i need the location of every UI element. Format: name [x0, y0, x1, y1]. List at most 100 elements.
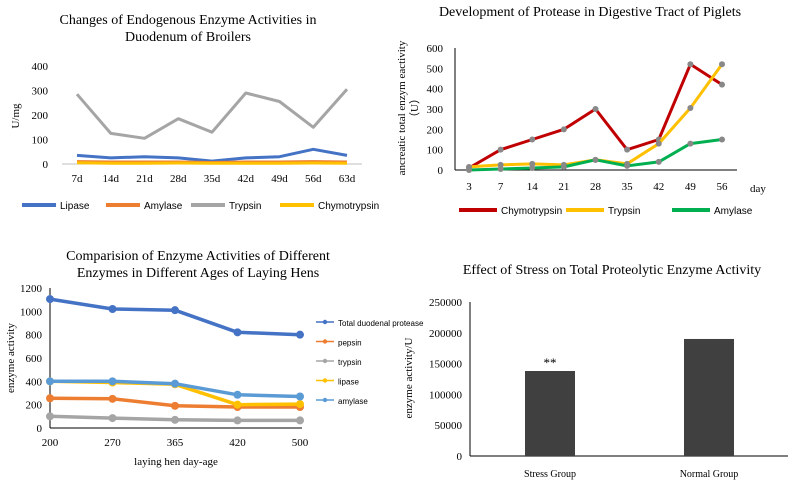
c4-y-tick-0: 0	[457, 451, 463, 463]
c2-y-tick-600: 600	[427, 43, 444, 55]
chart-piglet-protease: Development of Protease in Digestive Tra…	[396, 5, 766, 217]
chart2-y-ticks: 0 100 200 300 400 500 600	[427, 43, 444, 177]
c3-legend-label-trypsin: trypsin	[338, 358, 362, 367]
c3-legend-label-lipase: lipase	[338, 378, 359, 387]
chart3-y-ticks: 0 200 400 600 800 1000 1200	[20, 283, 43, 435]
c3-legend-marker-total-duodenal-protease	[322, 319, 328, 325]
c3-point-total-duodenal-protease-1	[108, 305, 117, 313]
c4-bar-normal-group	[684, 338, 734, 456]
c2-point-amylase-7	[687, 140, 694, 147]
c3-point-amylase-2	[171, 379, 179, 388]
c2-y-tick-400: 400	[427, 84, 444, 96]
c1-x-tick-63d: 63d	[339, 173, 356, 185]
c1-x-tick-14d: 14d	[103, 173, 120, 185]
chart2-series	[466, 61, 725, 173]
chart1-x-ticks: 7d 14d 21d 28d 35d 42d 49d 56d 63d	[72, 173, 356, 185]
c2-point-amylase-0	[466, 167, 472, 173]
c2-legend-label-chymotrypsin: Chymotrypsin	[501, 206, 562, 217]
chart-laying-hens: Comparision of Enzyme Activities of Diff…	[5, 249, 424, 468]
c2-point-chymotrypsin-3	[560, 126, 567, 133]
c2-x-tick-21: 21	[558, 181, 569, 193]
c1-legend-label-amylase: Amylase	[144, 201, 183, 212]
c3-point-amylase-4	[296, 392, 304, 401]
c3-legend-marker-lipase	[322, 378, 328, 383]
c2-legend-label-amylase: Amylase	[714, 206, 753, 217]
c3-x-tick-365: 365	[167, 437, 184, 449]
c2-x-tick-14: 14	[527, 181, 539, 193]
c3-legend-label-pepsin: pepsin	[338, 339, 362, 348]
chart3-legend: Total duodenal protease pepsin trypsin lipa…	[316, 319, 424, 406]
c1-x-tick-21d: 21d	[136, 173, 153, 185]
chart4-y-axis-label: enzyme activity/U	[403, 337, 415, 418]
c3-x-tick-420: 420	[229, 437, 246, 449]
chart1-title-line1: Changes of Endogenous Enzyme Activities …	[59, 13, 316, 28]
c2-y-tick-100: 100	[427, 145, 444, 157]
chart1-series	[75, 88, 349, 165]
c3-point-total-duodenal-protease-3	[233, 328, 242, 337]
c2-x-tick-3: 3	[466, 181, 472, 193]
c3-legend-marker-pepsin	[322, 339, 328, 344]
c3-legend-label-amylase: amylase	[338, 397, 368, 406]
chart4-y-ticks: 0 50000 100000 150000 200000 250000	[429, 297, 463, 463]
c3-y-tick-400: 400	[26, 376, 43, 388]
c3-point-total-duodenal-protease-0	[46, 295, 54, 304]
chart1-title-line2: Duodenum of Broilers	[125, 30, 251, 45]
chart2-title: Development of Protease in Digestive Tra…	[439, 5, 741, 20]
c1-legend-label-trypsin: Trypsin	[229, 201, 261, 212]
c4-annotation-stress-group: **	[544, 355, 557, 370]
c2-legend-label-trypsin: Trypsin	[608, 206, 640, 217]
chart1-y-ticks: 0 100 200 300 400	[32, 61, 49, 171]
c1-x-tick-28d: 28d	[170, 173, 187, 185]
c3-y-tick-600: 600	[26, 353, 43, 365]
c3-point-amylase-0	[46, 377, 54, 386]
c1-x-tick-56d: 56d	[305, 173, 322, 185]
c3-y-tick-200: 200	[26, 400, 43, 412]
c2-point-amylase-1	[497, 165, 504, 172]
c3-point-trypsin-2	[171, 415, 179, 424]
chart4-x-ticks: Stress Group Normal Group	[524, 469, 738, 480]
c1-x-tick-49d: 49d	[271, 173, 288, 185]
chart2-y-axis-label-line1: ancreatic total enzym eactivity	[396, 40, 408, 175]
chart4-title: Effect of Stress on Total Proteolytic En…	[463, 263, 761, 278]
c3-point-lipase-3	[233, 400, 242, 409]
c1-y-tick-200: 200	[32, 110, 49, 122]
c4-x-tick-normal-group: Normal Group	[680, 469, 739, 480]
c4-y-tick-100000: 100000	[429, 389, 463, 401]
chart2-x-ticks: 3 7 14 21 28 35 42 49 56	[466, 181, 728, 193]
c2-x-tick-42: 42	[653, 181, 664, 193]
c2-x-tick-49: 49	[685, 181, 697, 193]
c3-legend-marker-amylase	[322, 397, 328, 403]
c1-y-tick-0: 0	[43, 159, 49, 171]
c3-point-pepsin-2	[171, 401, 179, 410]
c2-point-chymotrypsin-4	[592, 106, 599, 112]
c2-y-tick-300: 300	[427, 104, 444, 116]
chart3-title-line2: Enzymes in Different Ages of Laying Hens	[77, 266, 319, 281]
c2-x-tick-56: 56	[717, 181, 729, 193]
chart2-y-axis-label-line2: （U）	[408, 93, 421, 123]
c3-point-pepsin-0	[46, 394, 54, 403]
c3-legend-marker-trypsin	[322, 358, 328, 364]
c2-y-tick-500: 500	[427, 63, 444, 75]
chart3-title-line1: Comparision of Enzyme Activities of Diff…	[66, 249, 330, 264]
c2-point-chymotrypsin-1	[497, 146, 504, 153]
chart-broiler-enzymes: Changes of Endogenous Enzyme Activities …	[10, 13, 379, 212]
c3-point-amylase-1	[108, 377, 117, 386]
c2-point-trypsin-6	[655, 140, 662, 147]
c2-point-amylase-8	[719, 136, 725, 143]
c3-point-trypsin-1	[108, 414, 117, 423]
c3-point-total-duodenal-protease-2	[171, 306, 179, 315]
c2-point-amylase-2	[529, 164, 536, 171]
chart2-x-axis-label: day	[750, 183, 766, 195]
c3-y-tick-0: 0	[37, 423, 43, 435]
c3-point-trypsin-3	[233, 416, 242, 425]
c3-x-tick-200: 200	[42, 437, 59, 449]
chart3-x-ticks: 200 270 365 420 500	[42, 437, 309, 449]
chart1-y-axis-label: U/mg	[10, 103, 22, 129]
c1-series-trypsin-line	[75, 88, 349, 140]
c3-point-total-duodenal-protease-4	[296, 330, 304, 339]
c2-point-chymotrypsin-8	[719, 81, 725, 88]
c3-point-pepsin-1	[108, 394, 117, 403]
chart1-legend: Lipase Amylase Trypsin Chymotrypsin	[22, 201, 379, 212]
c3-point-amylase-3	[233, 390, 242, 399]
c2-point-chymotrypsin-7	[687, 61, 694, 68]
